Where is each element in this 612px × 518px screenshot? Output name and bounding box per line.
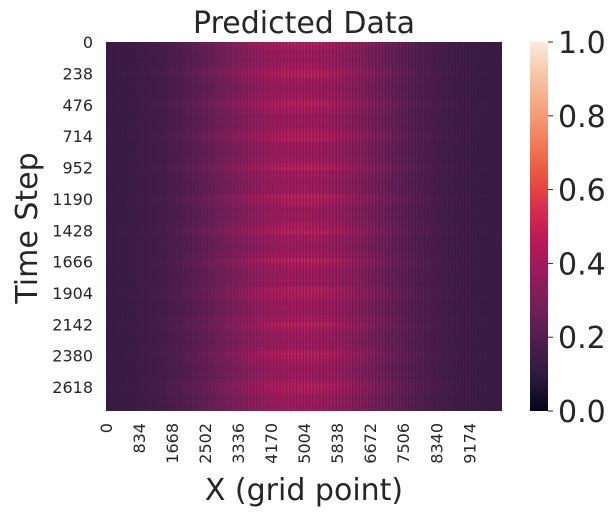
- heatmap-cell: [500, 90, 502, 94]
- heatmap-cell: [500, 94, 502, 98]
- heatmap-cell: [500, 98, 502, 102]
- heatmap-cell: [500, 66, 502, 70]
- heatmap-cell: [500, 118, 502, 122]
- heatmap-cell: [500, 70, 502, 74]
- heatmap-cell: [500, 78, 502, 82]
- heatmap-cell: [500, 58, 502, 62]
- heatmap-cell: [500, 114, 502, 118]
- heatmap-cell: [500, 62, 502, 66]
- heatmap-cell: [500, 110, 502, 114]
- heatmap-cell: [500, 106, 502, 110]
- heatmap-cell: [500, 46, 502, 50]
- heatmap-cell: [500, 42, 502, 46]
- heatmap-cells: [106, 42, 502, 411]
- heatmap-cell: [500, 86, 502, 90]
- heatmap-cell: [500, 102, 502, 106]
- heatmap-cell: [500, 50, 502, 54]
- heatmap-cell: [500, 82, 502, 86]
- heatmap-cell: [500, 54, 502, 58]
- chart-title: Predicted Data: [193, 6, 415, 41]
- heatmap-cell: [500, 74, 502, 78]
